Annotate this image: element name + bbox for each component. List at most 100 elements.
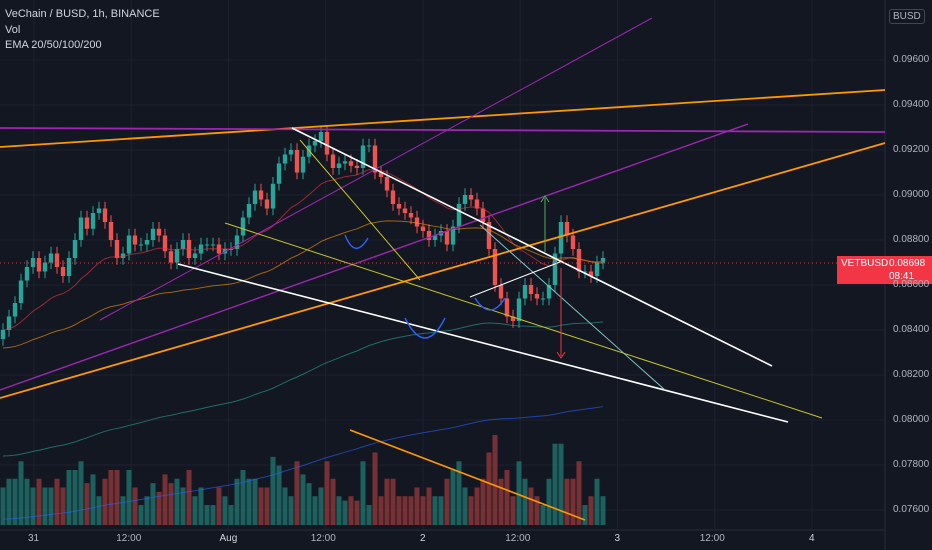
candle-body: [78, 217, 84, 240]
candle-body: [108, 222, 114, 240]
volume-bar: [270, 456, 276, 525]
candle-body: [366, 145, 372, 147]
candle-body: [432, 235, 438, 240]
volume-bar: [162, 474, 168, 525]
candle-body: [192, 253, 198, 258]
volume-bar: [342, 500, 348, 525]
volume-bar: [468, 496, 474, 525]
price-tick-label: 0.09600: [893, 54, 930, 65]
volume-bar: [234, 478, 240, 525]
candle-body: [558, 222, 564, 254]
candle-body: [594, 262, 600, 276]
volume-bar: [246, 478, 252, 525]
volume-bar: [90, 474, 96, 525]
price-tick-label: 0.08200: [893, 369, 930, 380]
candle-body: [390, 190, 396, 204]
candle-body: [54, 253, 60, 267]
candle-body: [276, 163, 282, 184]
pattern-arc: [474, 297, 506, 311]
candle-body: [480, 208, 486, 222]
candle-body: [444, 231, 450, 245]
candle-body: [126, 235, 132, 254]
candle-body: [498, 285, 504, 299]
legend-vol: Vol: [5, 23, 21, 36]
candle-body: [318, 132, 324, 141]
volume-bar: [138, 505, 144, 525]
volume-bar: [156, 491, 162, 525]
volume-bar: [564, 478, 570, 525]
pattern-arc: [404, 317, 446, 339]
candle-body: [312, 141, 318, 146]
volume-bar: [276, 465, 282, 525]
volume-bar: [60, 487, 66, 525]
volume-bar: [540, 505, 546, 525]
volume-bar: [414, 487, 420, 525]
volume-bar: [24, 478, 30, 525]
volume-bar: [210, 505, 216, 525]
candle-body: [270, 183, 276, 209]
ema-20-line: [2, 169, 604, 331]
candle-body: [132, 235, 138, 245]
volume-bar: [174, 478, 180, 525]
price-tick-label: 0.08800: [893, 234, 930, 245]
volume-bar: [84, 483, 90, 525]
candle-body: [372, 145, 378, 173]
candle-body: [504, 298, 510, 317]
candle-body: [210, 244, 216, 246]
volume-bar: [534, 496, 540, 525]
candle-body: [600, 258, 606, 263]
candle-body: [534, 294, 540, 299]
volume-bar: [102, 478, 108, 525]
candle-body: [150, 228, 156, 240]
currency-selector[interactable]: BUSD: [889, 9, 925, 24]
volume-bar: [330, 478, 336, 525]
candle-body: [180, 240, 186, 249]
candle-body: [582, 271, 588, 273]
volume-bar: [222, 496, 228, 525]
last-price-tag: VETBUSD 0.08698 08:41: [837, 256, 932, 284]
volume-bar: [306, 483, 312, 525]
volume-bar: [282, 487, 288, 525]
arrow-head: [556, 351, 566, 359]
candle-body: [456, 204, 462, 227]
candle-body: [426, 231, 432, 240]
volume-trend-line: [349, 429, 586, 521]
volume-bar: [354, 500, 360, 525]
candle-body: [408, 213, 414, 218]
volume-bar: [522, 478, 528, 525]
volume-bar: [486, 452, 492, 525]
candle-body: [354, 165, 360, 168]
time-tick-label: 4: [808, 533, 815, 544]
trend-line: [479, 224, 666, 391]
volume-bar: [48, 487, 54, 525]
volume-bar: [552, 443, 558, 525]
candle-body: [48, 253, 54, 263]
volume-bar: [54, 478, 60, 525]
trend-line: [224, 222, 823, 419]
legend-ema: EMA 20/50/100/200: [5, 39, 102, 51]
candle-body: [414, 217, 420, 227]
time-tick-label: Aug: [219, 533, 238, 544]
candle-body: [588, 271, 594, 276]
last-price-symbol: VETBUSD: [841, 258, 889, 269]
volume-bar: [480, 478, 486, 525]
price-tick-label: 0.08000: [893, 414, 930, 425]
price-tick-label: 0.09000: [893, 189, 930, 200]
volume-bar: [96, 496, 102, 525]
candle-body: [522, 285, 528, 299]
candle-body: [348, 161, 354, 166]
candle-body: [186, 240, 192, 258]
volume-bar: [204, 505, 210, 525]
candle-body: [330, 154, 336, 168]
candle-body: [114, 240, 120, 258]
candle-body: [576, 249, 582, 272]
pattern-arc: [344, 234, 369, 249]
volume-bar: [198, 487, 204, 525]
candle-body: [324, 132, 330, 155]
volume-bar: [396, 496, 402, 525]
volume-bar: [288, 496, 294, 525]
volume-bar: [450, 470, 456, 525]
candle-body: [84, 217, 90, 229]
volume-bar: [132, 487, 138, 525]
